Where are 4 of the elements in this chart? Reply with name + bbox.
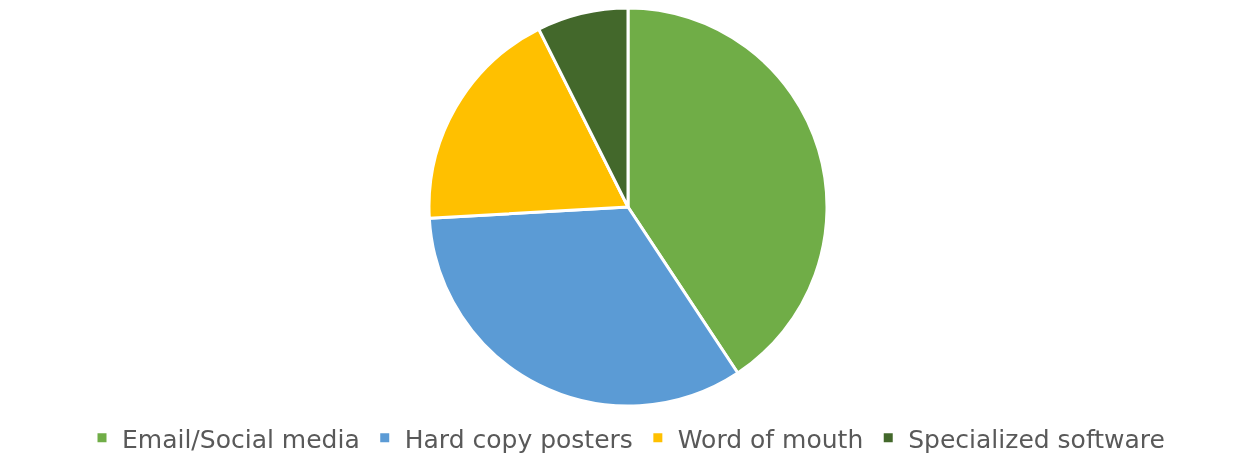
legend-label: Specialized software <box>908 424 1165 454</box>
legend-label: Hard copy posters <box>404 424 633 454</box>
legend-label: Email/Social media <box>122 424 360 454</box>
legend-label: Word of mouth <box>677 424 864 454</box>
